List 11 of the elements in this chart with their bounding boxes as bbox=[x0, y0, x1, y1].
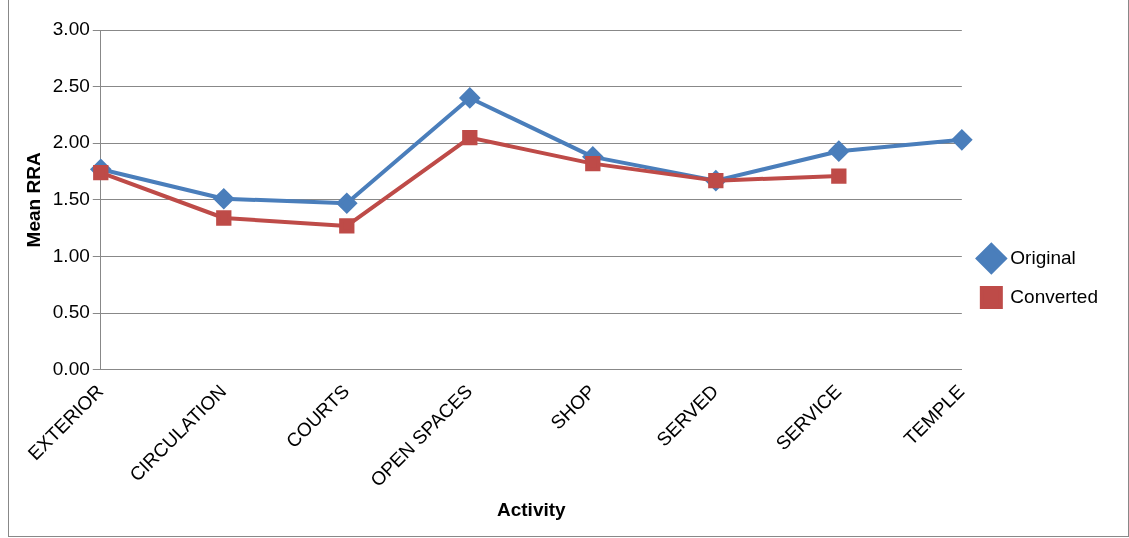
x-axis-title: Activity bbox=[496, 498, 567, 520]
y-tick-label: 1.00 bbox=[52, 244, 90, 266]
y-tick-label: 2.00 bbox=[52, 131, 90, 153]
legend-label: Original bbox=[1010, 246, 1076, 268]
y-tick-label: 0.00 bbox=[52, 357, 90, 379]
legend-label: Converted bbox=[1010, 285, 1099, 307]
y-tick-label: 3.00 bbox=[52, 18, 90, 40]
y-axis-title: Mean RRA bbox=[22, 152, 44, 248]
y-tick-label: 0.50 bbox=[52, 301, 90, 323]
y-tick-label: 1.50 bbox=[52, 188, 90, 210]
y-tick-label: 2.50 bbox=[52, 74, 90, 96]
